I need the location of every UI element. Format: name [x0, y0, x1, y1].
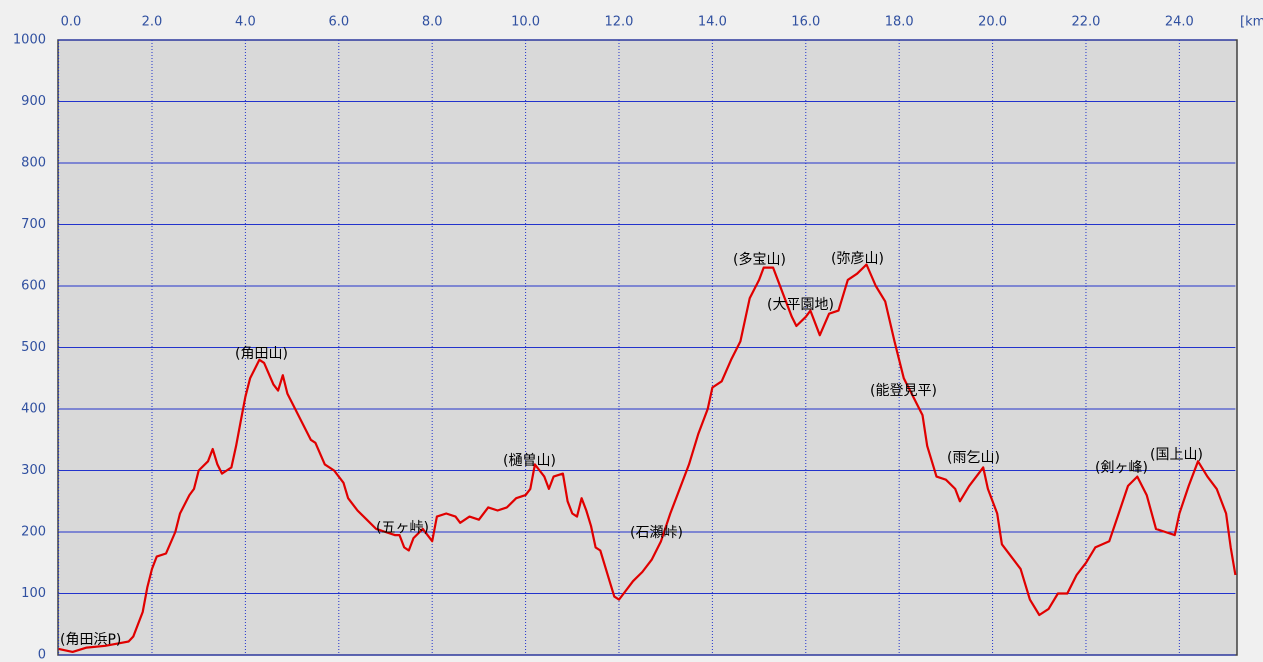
peak-label: (多宝山)	[733, 251, 786, 268]
x-tick-label: 10.0	[511, 15, 540, 30]
x-tick-label: 8.0	[422, 15, 443, 30]
x-tick-label: 22.0	[1071, 15, 1100, 30]
peak-label: (石瀬峠)	[630, 525, 683, 541]
y-tick-label: 400	[21, 402, 46, 417]
y-tick-label: 0	[38, 648, 46, 662]
peak-label: (樋曽山)	[503, 453, 556, 469]
peak-label: (角田山)	[235, 346, 288, 362]
x-tick-label: 6.0	[328, 15, 349, 30]
x-tick-label: 16.0	[791, 15, 820, 30]
y-tick-label: 1000	[13, 33, 46, 48]
y-tick-label: 700	[21, 217, 46, 232]
y-tick-label: 300	[21, 463, 46, 478]
x-tick-label: 20.0	[978, 15, 1007, 30]
peak-label: (弥彦山)	[831, 250, 884, 267]
x-tick-label: 18.0	[885, 15, 914, 30]
x-tick-label: 2.0	[142, 15, 163, 30]
x-tick-label: 24.0	[1165, 15, 1194, 30]
peak-label: (大平園地)	[767, 297, 834, 313]
profile-line	[58, 263, 1237, 653]
peak-label: (国上山)	[1150, 447, 1203, 463]
peak-label: (雨乞山)	[947, 450, 1000, 466]
x-tick-label: 0.0	[61, 15, 82, 30]
y-tick-label: 600	[21, 279, 46, 294]
x-tick-label: 4.0	[235, 15, 256, 30]
x-tick-label: 12.0	[605, 15, 634, 30]
y-tick-label: 900	[21, 94, 46, 109]
peak-label: (能登見平)	[870, 383, 937, 399]
peak-label: (五ヶ峠)	[376, 520, 429, 536]
y-tick-label: 800	[21, 156, 46, 171]
x-tick-label: 14.0	[698, 15, 727, 30]
peak-label: (剣ヶ峰)	[1095, 460, 1148, 476]
y-tick-label: 100	[21, 586, 46, 601]
y-tick-label: 500	[21, 340, 46, 355]
y-tick-label: 200	[21, 525, 46, 540]
peak-label: (角田浜P)	[60, 632, 121, 648]
x-unit-label: [km]	[1240, 15, 1263, 30]
